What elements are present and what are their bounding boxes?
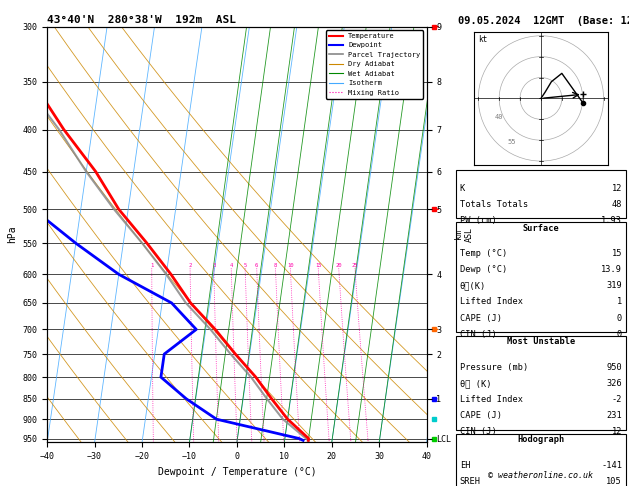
Text: Hodograph: Hodograph — [517, 435, 565, 444]
Text: 12: 12 — [611, 427, 622, 436]
Text: CIN (J): CIN (J) — [460, 427, 496, 436]
Text: 1: 1 — [150, 263, 153, 268]
Text: Lifted Index: Lifted Index — [460, 395, 523, 404]
Text: Most Unstable: Most Unstable — [507, 337, 575, 347]
Text: 3: 3 — [212, 263, 215, 268]
Text: 0: 0 — [617, 330, 622, 339]
Text: CIN (J): CIN (J) — [460, 330, 496, 339]
Text: CAPE (J): CAPE (J) — [460, 411, 502, 420]
Text: 43°40'N  280°38'W  192m  ASL: 43°40'N 280°38'W 192m ASL — [47, 15, 236, 25]
Legend: Temperature, Dewpoint, Parcel Trajectory, Dry Adiabat, Wet Adiabat, Isotherm, Mi: Temperature, Dewpoint, Parcel Trajectory… — [326, 30, 423, 99]
Text: 15: 15 — [611, 249, 622, 259]
Text: θᴄ (K): θᴄ (K) — [460, 379, 491, 388]
Text: 40: 40 — [495, 114, 503, 121]
Text: 25: 25 — [352, 263, 358, 268]
X-axis label: Dewpoint / Temperature (°C): Dewpoint / Temperature (°C) — [158, 467, 316, 477]
Text: Temp (°C): Temp (°C) — [460, 249, 507, 259]
Text: © weatheronline.co.uk: © weatheronline.co.uk — [489, 471, 593, 480]
Text: 2: 2 — [189, 263, 192, 268]
Text: 319: 319 — [606, 281, 622, 291]
Text: 13.9: 13.9 — [601, 265, 622, 275]
Text: Lifted Index: Lifted Index — [460, 297, 523, 307]
Text: -141: -141 — [601, 461, 622, 470]
Text: 950: 950 — [606, 363, 622, 372]
Y-axis label: hPa: hPa — [7, 226, 17, 243]
Y-axis label: km
ASL: km ASL — [454, 227, 474, 242]
Text: 105: 105 — [606, 477, 622, 486]
Text: 12: 12 — [611, 184, 622, 193]
Text: 5: 5 — [243, 263, 247, 268]
Text: 0: 0 — [617, 313, 622, 323]
Text: 15: 15 — [315, 263, 321, 268]
Text: 1: 1 — [617, 297, 622, 307]
Text: SREH: SREH — [460, 477, 481, 486]
Text: 8: 8 — [274, 263, 277, 268]
Text: 55: 55 — [508, 139, 516, 145]
Text: 20: 20 — [335, 263, 342, 268]
Text: Surface: Surface — [523, 224, 559, 233]
Text: Totals Totals: Totals Totals — [460, 200, 528, 209]
Text: 326: 326 — [606, 379, 622, 388]
Text: θᴄ(K): θᴄ(K) — [460, 281, 486, 291]
Text: CAPE (J): CAPE (J) — [460, 313, 502, 323]
Text: 09.05.2024  12GMT  (Base: 12): 09.05.2024 12GMT (Base: 12) — [458, 16, 629, 26]
Text: 4: 4 — [230, 263, 233, 268]
Text: Pressure (mb): Pressure (mb) — [460, 363, 528, 372]
Text: -2: -2 — [611, 395, 622, 404]
Text: 6: 6 — [255, 263, 259, 268]
Text: EH: EH — [460, 461, 470, 470]
Text: Dewp (°C): Dewp (°C) — [460, 265, 507, 275]
Text: kt: kt — [478, 35, 487, 44]
Text: 1.93: 1.93 — [601, 216, 622, 225]
Text: PW (cm): PW (cm) — [460, 216, 496, 225]
Text: K: K — [460, 184, 465, 193]
Text: 48: 48 — [611, 200, 622, 209]
Text: 10: 10 — [287, 263, 294, 268]
Text: 231: 231 — [606, 411, 622, 420]
